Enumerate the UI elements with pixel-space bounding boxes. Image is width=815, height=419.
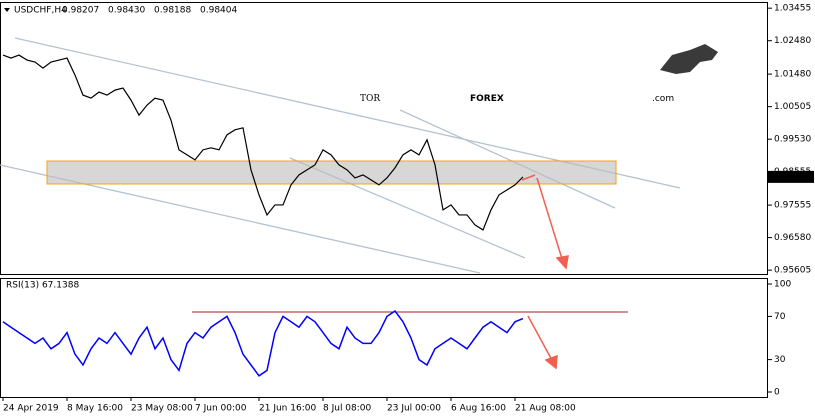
x-tick-label: 24 Apr 2019 bbox=[3, 404, 59, 414]
x-tick-label: 21 Jun 16:00 bbox=[259, 404, 316, 414]
forecast-arrows bbox=[521, 174, 569, 370]
x-tick-label: 23 May 08:00 bbox=[131, 404, 193, 414]
rsi-panel bbox=[0, 278, 768, 398]
x-tick-label: 8 May 16:00 bbox=[67, 404, 123, 414]
quote-value: 0.98404 bbox=[200, 6, 237, 16]
y-tick-label: 1.00505 bbox=[774, 102, 811, 112]
y-tick-label: 0.95605 bbox=[774, 266, 811, 276]
price-panel bbox=[0, 2, 768, 275]
y-tick-label: 1.03455 bbox=[774, 4, 811, 14]
rsi-title: RSI(13) 67.1388 bbox=[6, 281, 79, 291]
last-price-box bbox=[768, 170, 814, 183]
logo-com: .com bbox=[652, 94, 674, 104]
channel-line bbox=[399, 109, 616, 209]
x-tick-label: 23 Jul 00:00 bbox=[387, 404, 441, 414]
logo-tor: TOR bbox=[360, 94, 380, 104]
quote-value: 0.98430 bbox=[108, 6, 145, 16]
arrow bbox=[521, 174, 536, 181]
y-tick-label: 0.96580 bbox=[774, 233, 811, 243]
x-tick-label: 6 Aug 16:00 bbox=[451, 404, 506, 414]
arrow-head bbox=[555, 255, 569, 270]
y-tick-label: 0 bbox=[774, 388, 780, 398]
x-tick-label: 21 Aug 08:00 bbox=[515, 404, 576, 414]
resistance-zone bbox=[46, 160, 617, 185]
arrow bbox=[536, 177, 564, 263]
arrow-head bbox=[544, 354, 558, 370]
x-tick-label: 8 Jul 08:00 bbox=[323, 404, 372, 414]
quote-value: 0.98207 bbox=[62, 6, 99, 16]
y-tick-label: 30 bbox=[774, 355, 786, 365]
price-line bbox=[2, 309, 524, 377]
x-tick-label: 7 Jun 00:00 bbox=[195, 404, 247, 414]
y-tick-label: 70 bbox=[774, 312, 786, 322]
header-icon bbox=[4, 8, 10, 12]
arrow bbox=[527, 315, 554, 363]
logo-forex: FOREX bbox=[470, 94, 504, 104]
quote-value: 0.98188 bbox=[154, 6, 191, 16]
price-line bbox=[2, 54, 524, 231]
logo-bull bbox=[660, 44, 718, 74]
last-price: 0.98404 bbox=[772, 172, 809, 182]
symbol: USDCHF,H4 bbox=[14, 6, 67, 16]
y-tick-label: 0.97555 bbox=[774, 201, 811, 211]
y-tick-label: 100 bbox=[774, 280, 791, 290]
y-tick-label: 1.02480 bbox=[774, 36, 811, 46]
y-tick-label: 0.99530 bbox=[774, 135, 811, 145]
y-tick-label: 1.01480 bbox=[774, 70, 811, 80]
